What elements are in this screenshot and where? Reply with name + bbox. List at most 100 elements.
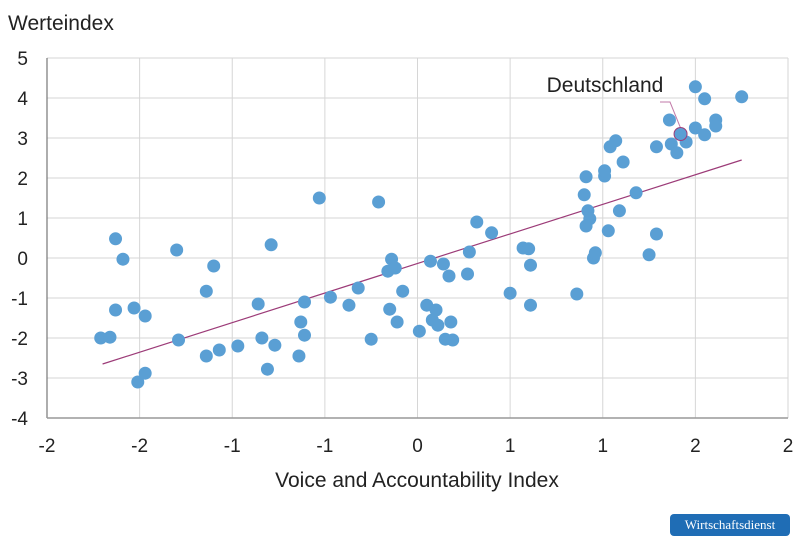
data-point <box>688 121 702 135</box>
data-point <box>109 303 123 317</box>
data-point <box>583 212 597 226</box>
data-point <box>138 309 152 323</box>
y-axis-label: Werteindex <box>8 12 114 35</box>
data-point <box>446 333 460 347</box>
data-point <box>172 333 186 347</box>
x-tick-label: 1 <box>597 436 608 457</box>
data-point <box>138 366 152 380</box>
annotation-label: Deutschland <box>547 74 664 97</box>
data-point <box>412 324 426 338</box>
y-tick-label: 2 <box>17 169 28 190</box>
data-point <box>431 318 445 332</box>
x-axis-label: Voice and Accountability Index <box>275 469 559 492</box>
data-point <box>609 134 623 148</box>
data-point <box>297 328 311 342</box>
data-point <box>264 238 278 252</box>
data-point <box>231 339 245 353</box>
data-point <box>127 301 141 315</box>
data-point <box>292 349 306 363</box>
data-point <box>570 287 584 301</box>
data-point <box>709 119 723 133</box>
data-point <box>207 259 221 273</box>
data-point <box>364 332 378 346</box>
data-point <box>524 258 538 272</box>
data-point <box>429 303 443 317</box>
data-point <box>396 284 410 298</box>
data-point <box>601 224 615 238</box>
data-point <box>698 128 712 142</box>
y-tick-label: 3 <box>17 129 28 150</box>
data-point <box>383 302 397 316</box>
data-point <box>390 315 404 329</box>
data-point <box>251 297 265 311</box>
points-group <box>94 80 749 389</box>
y-tick-label: 4 <box>17 89 28 110</box>
x-tick-label: 2 <box>690 436 701 457</box>
data-point <box>323 290 337 304</box>
data-point <box>616 155 630 169</box>
annotation-group <box>660 101 688 141</box>
data-point <box>388 261 402 275</box>
x-tick-label: 2 <box>783 436 794 457</box>
data-point <box>679 135 693 149</box>
data-point <box>462 245 476 259</box>
data-point <box>294 315 308 329</box>
data-point <box>268 338 282 352</box>
data-point <box>212 343 226 357</box>
data-point <box>436 257 450 271</box>
x-tick-label: -2 <box>131 436 148 457</box>
data-point <box>312 191 326 205</box>
x-tick-label: 0 <box>412 436 423 457</box>
y-tick-label: -4 <box>11 409 28 430</box>
data-point <box>612 204 626 218</box>
data-point <box>698 92 712 106</box>
grid <box>47 57 789 418</box>
data-point <box>442 269 456 283</box>
data-point <box>524 298 538 312</box>
data-point <box>522 242 536 256</box>
data-point <box>116 252 130 266</box>
data-point <box>579 170 593 184</box>
data-point <box>470 215 484 229</box>
data-point <box>351 281 365 295</box>
data-point <box>662 113 676 127</box>
data-point <box>461 267 475 281</box>
data-point <box>735 90 749 104</box>
annotation-marker <box>673 127 688 141</box>
data-point <box>297 295 311 309</box>
y-tick-label: 0 <box>17 249 28 270</box>
data-point <box>598 164 612 178</box>
data-point <box>131 375 145 389</box>
data-point <box>255 331 269 345</box>
data-point <box>503 286 517 300</box>
x-tick-label: -1 <box>224 436 241 457</box>
data-point <box>109 232 123 246</box>
x-tick-label: -1 <box>316 436 333 457</box>
data-point <box>629 186 643 200</box>
data-point <box>649 140 663 154</box>
y-tick-label: -1 <box>11 289 28 310</box>
data-point <box>485 226 499 240</box>
data-point <box>588 246 602 260</box>
data-point <box>649 227 663 241</box>
y-tick-label: -2 <box>11 329 28 350</box>
data-point <box>642 248 656 262</box>
axes: -4 -3 -2 -1 0 1 2 3 4 5 -2 -2 -1 -1 0 1 1 2 2 <box>11 49 793 457</box>
data-point <box>199 284 213 298</box>
data-point <box>170 243 184 257</box>
y-tick-label: 5 <box>17 49 28 70</box>
y-tick-label: 1 <box>17 209 28 230</box>
data-point <box>199 349 213 363</box>
data-point <box>260 362 274 376</box>
data-point <box>444 315 458 329</box>
data-point <box>577 188 591 202</box>
data-point <box>103 330 117 344</box>
y-tick-label: -3 <box>11 369 28 390</box>
data-point <box>670 146 684 160</box>
data-point <box>423 254 437 268</box>
x-tick-label: 1 <box>505 436 516 457</box>
brand-logo: Wirtschaftsdienst <box>670 514 790 536</box>
x-tick-label: -2 <box>39 436 56 457</box>
data-point <box>342 298 356 312</box>
